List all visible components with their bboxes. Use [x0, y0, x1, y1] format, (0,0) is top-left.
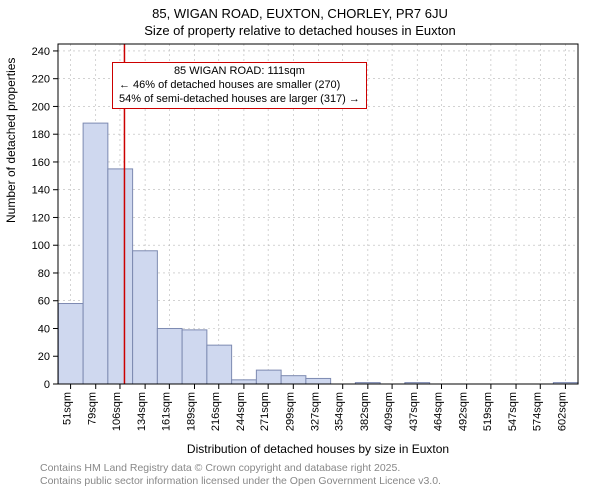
svg-text:79sqm: 79sqm	[87, 392, 99, 425]
svg-text:547sqm: 547sqm	[507, 392, 519, 431]
svg-text:200: 200	[32, 101, 50, 113]
svg-text:574sqm: 574sqm	[531, 392, 543, 431]
annotation-larger-pct: 54% of semi-detached houses are larger (…	[119, 93, 360, 107]
svg-text:80: 80	[38, 268, 50, 280]
chart-title-desc: Size of property relative to detached ho…	[0, 23, 600, 44]
svg-text:180: 180	[32, 129, 50, 141]
annotation-box: 85 WIGAN ROAD: 111sqm ← 46% of detached …	[112, 62, 367, 109]
chart-title-address: 85, WIGAN ROAD, EUXTON, CHORLEY, PR7 6JU	[0, 0, 600, 23]
y-axis-label: Number of detached properties	[4, 58, 18, 223]
svg-text:464sqm: 464sqm	[432, 392, 444, 431]
svg-text:354sqm: 354sqm	[334, 392, 346, 431]
svg-text:519sqm: 519sqm	[482, 392, 494, 431]
svg-text:602sqm: 602sqm	[556, 392, 568, 431]
svg-text:20: 20	[38, 351, 50, 363]
svg-text:437sqm: 437sqm	[408, 392, 420, 431]
svg-text:40: 40	[38, 323, 50, 335]
attribution-footer: Contains HM Land Registry data © Crown c…	[40, 462, 441, 488]
svg-text:100: 100	[32, 240, 50, 252]
svg-text:60: 60	[38, 296, 50, 308]
svg-text:409sqm: 409sqm	[383, 392, 395, 431]
svg-text:161sqm: 161sqm	[160, 392, 172, 431]
x-axis-label: Distribution of detached houses by size …	[58, 442, 578, 456]
svg-text:51sqm: 51sqm	[62, 392, 74, 425]
svg-text:220: 220	[32, 74, 50, 86]
svg-text:271sqm: 271sqm	[259, 392, 271, 431]
svg-text:327sqm: 327sqm	[309, 392, 321, 431]
svg-text:244sqm: 244sqm	[235, 392, 247, 431]
annotation-property-size: 85 WIGAN ROAD: 111sqm	[119, 65, 360, 79]
footer-line-1: Contains HM Land Registry data © Crown c…	[40, 462, 441, 475]
footer-line-2: Contains public sector information licen…	[40, 475, 441, 488]
svg-text:382sqm: 382sqm	[359, 392, 371, 431]
svg-text:0: 0	[44, 379, 50, 391]
svg-text:492sqm: 492sqm	[458, 392, 470, 431]
svg-text:160: 160	[32, 157, 50, 169]
svg-text:134sqm: 134sqm	[136, 392, 148, 431]
svg-text:299sqm: 299sqm	[284, 392, 296, 431]
svg-text:240: 240	[32, 46, 50, 58]
svg-text:140: 140	[32, 185, 50, 197]
annotation-smaller-pct: ← 46% of detached houses are smaller (27…	[119, 79, 360, 93]
svg-text:106sqm: 106sqm	[111, 392, 123, 431]
chart-container: 85, WIGAN ROAD, EUXTON, CHORLEY, PR7 6JU…	[0, 0, 600, 500]
svg-text:189sqm: 189sqm	[186, 392, 198, 431]
svg-text:120: 120	[32, 212, 50, 224]
svg-text:216sqm: 216sqm	[210, 392, 222, 431]
